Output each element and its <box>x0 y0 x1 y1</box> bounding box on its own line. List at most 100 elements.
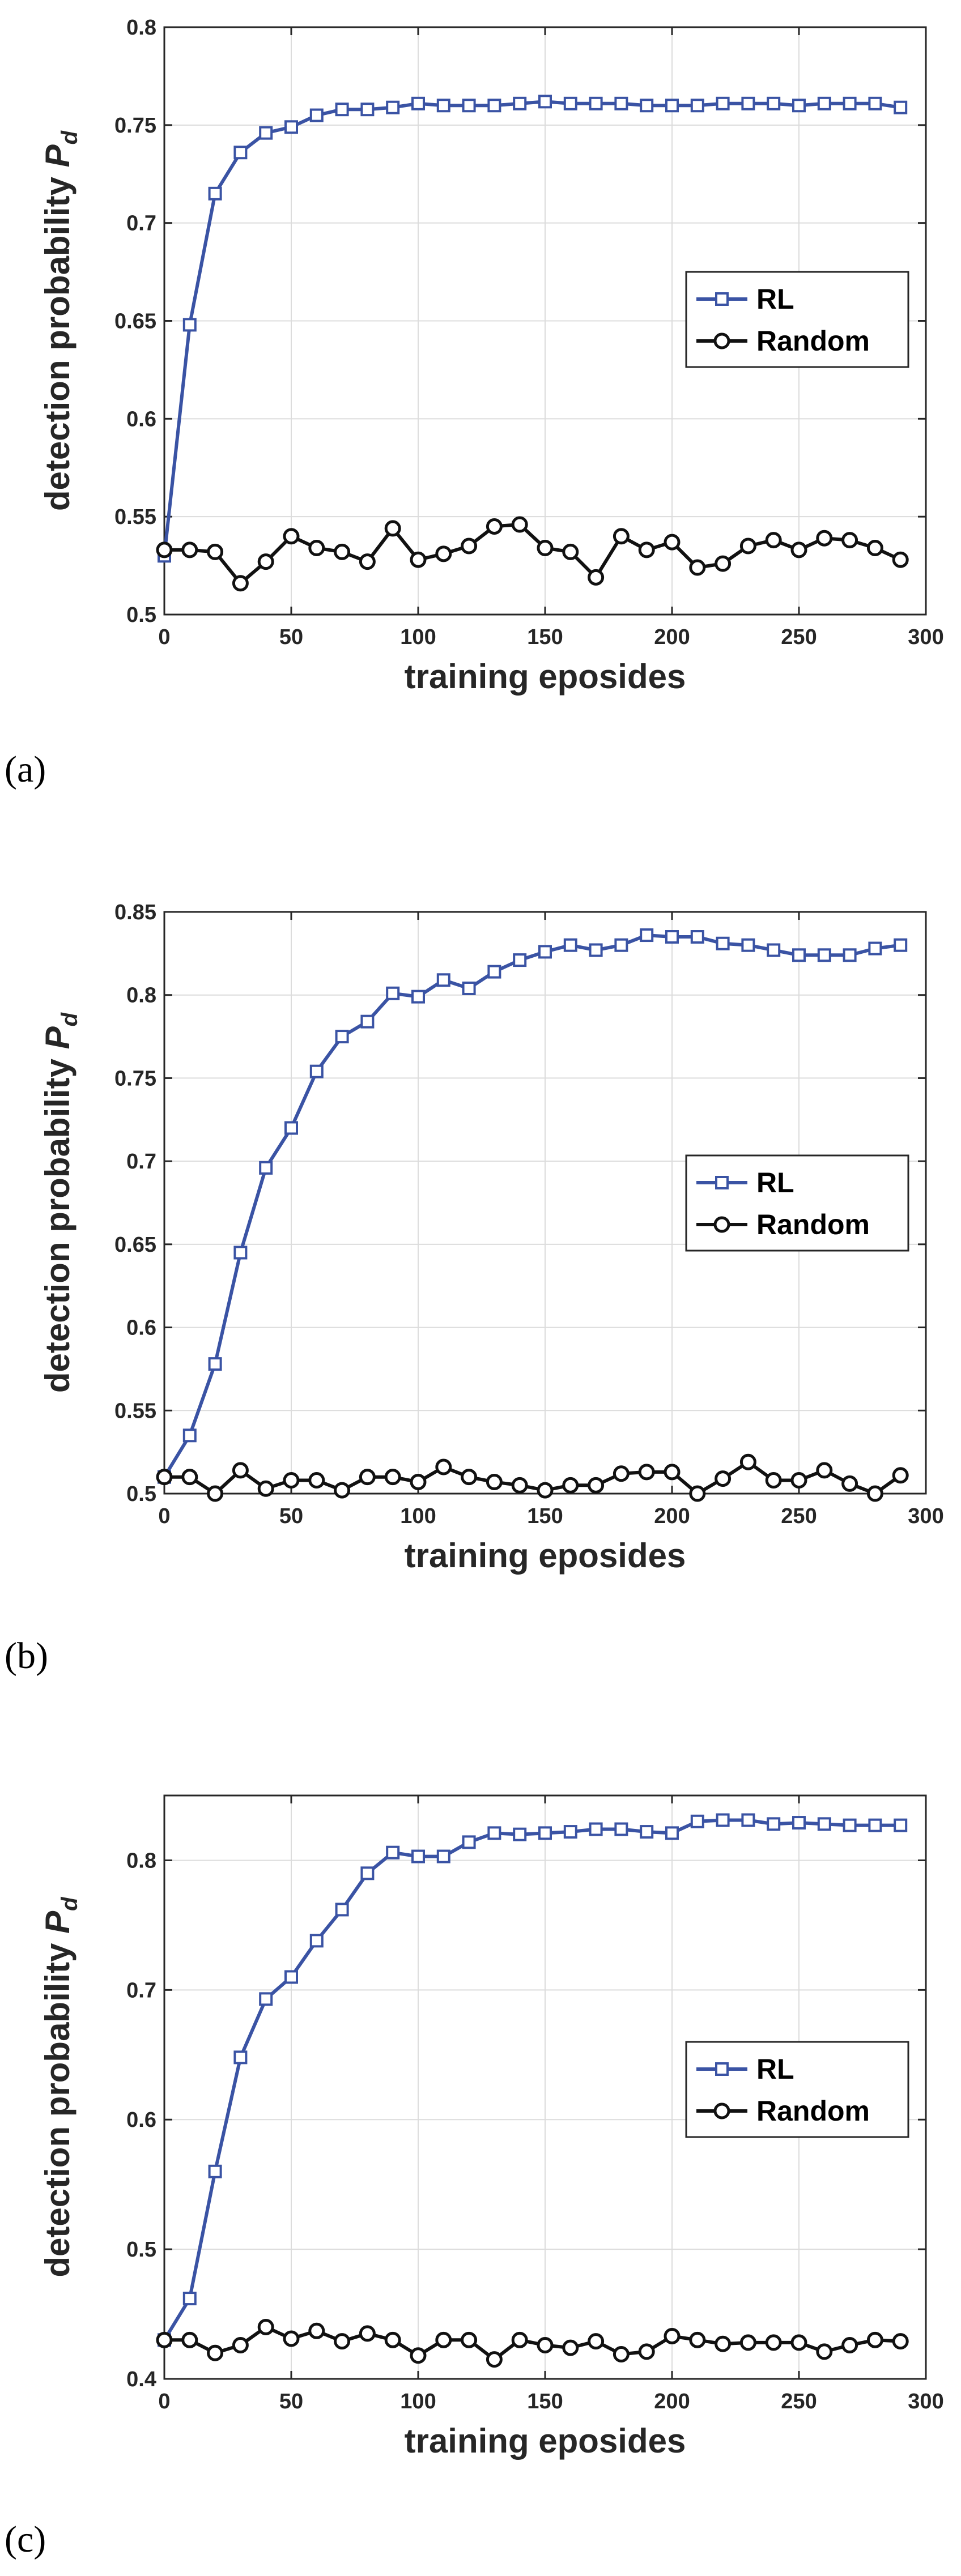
data-point-random <box>156 2331 173 2348</box>
data-point-random <box>359 1469 376 1486</box>
data-point-rl <box>208 1357 222 1371</box>
x-axis-label: training eposides <box>405 1537 686 1575</box>
data-point-rl <box>259 126 273 140</box>
data-point-rl <box>436 99 450 113</box>
y-axis-label-text: detection probability <box>39 167 76 511</box>
data-point-random <box>511 2331 528 2348</box>
data-point-rl <box>868 941 882 956</box>
data-point-random <box>435 1458 452 1475</box>
legend-label-random: Random <box>756 325 870 357</box>
data-point-random <box>181 2331 198 2348</box>
data-point-random <box>435 545 452 562</box>
data-point-random <box>384 1469 401 1486</box>
x-tick-label: 100 <box>400 1504 436 1528</box>
data-point-random <box>588 2333 605 2350</box>
data-point-rl <box>513 1827 527 1841</box>
data-point-rl <box>436 1849 450 1863</box>
data-point-rl <box>690 930 704 944</box>
data-point-random <box>613 2346 630 2363</box>
data-point-rl <box>208 186 222 201</box>
data-point-rl <box>817 1817 831 1831</box>
data-point-rl <box>640 1825 654 1839</box>
y-tick-label: 0.4 <box>126 2368 156 2391</box>
y-tick-label: 0.5 <box>126 603 156 627</box>
x-tick-label: 300 <box>908 1504 943 1528</box>
data-point-random <box>715 1470 732 1487</box>
data-point-random <box>790 2334 807 2351</box>
legend-box <box>685 1154 909 1252</box>
data-point-rl <box>513 953 527 967</box>
data-point-random <box>689 1485 706 1502</box>
data-point-rl <box>792 1816 806 1830</box>
data-point-rl <box>817 948 831 962</box>
y-tick-label: 0.6 <box>126 1316 156 1340</box>
data-point-random <box>537 2336 554 2353</box>
data-point-rl <box>665 99 679 113</box>
y-tick-label: 0.65 <box>114 1233 156 1257</box>
data-point-random <box>232 575 249 592</box>
data-point-random <box>334 2333 351 2350</box>
y-axis-label-subscript: d <box>57 1896 82 1911</box>
x-tick-label: 150 <box>527 625 563 649</box>
y-tick-label: 0.5 <box>126 2238 156 2262</box>
data-point-random <box>739 2334 756 2351</box>
data-point-random <box>156 1469 173 1486</box>
legend-label-random: Random <box>756 1209 870 1240</box>
data-point-rl <box>233 146 248 160</box>
data-point-random <box>283 1472 300 1489</box>
x-tick-label: 0 <box>158 1504 170 1528</box>
data-point-random <box>359 553 376 570</box>
data-point-random <box>816 2343 833 2360</box>
y-axis-label: detection probability Pd <box>39 1896 82 2278</box>
x-tick-label: 150 <box>527 2390 563 2413</box>
legend-marker-rl <box>715 292 729 306</box>
data-point-random <box>562 2339 579 2356</box>
panel-caption: (b) <box>5 1635 48 1677</box>
data-point-rl <box>487 1826 501 1840</box>
data-point-rl <box>741 1813 755 1827</box>
data-point-rl <box>284 1970 298 1984</box>
legend-box <box>685 271 909 368</box>
panel-caption: (c) <box>5 2519 46 2560</box>
x-tick-label: 300 <box>908 625 943 649</box>
data-point-rl <box>386 1845 400 1860</box>
x-tick-label: 0 <box>158 625 170 649</box>
data-point-random <box>588 569 605 586</box>
data-point-random <box>892 551 909 568</box>
y-axis-label-symbol: P <box>39 144 76 167</box>
data-point-rl <box>487 965 501 979</box>
data-point-random <box>790 1472 807 1489</box>
y-axis-label-subscript: d <box>57 1012 82 1026</box>
y-tick-label: 0.6 <box>126 407 156 431</box>
chart-panel-a: 0 50 100 150 200 250 300 0.5 0.55 0.6 0.65 0.7 0.75 0… <box>5 16 944 790</box>
data-point-rl <box>335 103 349 117</box>
data-point-random <box>892 2333 909 2350</box>
data-point-random <box>689 559 706 576</box>
data-point-rl <box>386 100 400 114</box>
data-point-rl <box>868 1818 882 1832</box>
legend-marker-random <box>713 332 730 349</box>
data-point-random <box>613 1465 630 1482</box>
data-point-random <box>207 1485 224 1502</box>
data-point-random <box>283 2330 300 2347</box>
y-axis-label-text: detection probability <box>39 1934 76 2278</box>
x-tick-label: 250 <box>781 1504 817 1528</box>
data-point-rl <box>233 1246 248 1260</box>
y-tick-label: 0.6 <box>126 2108 156 2132</box>
data-point-random <box>816 530 833 547</box>
data-point-random <box>257 553 274 570</box>
data-point-rl <box>792 99 806 113</box>
y-axis-label-symbol: P <box>39 1910 76 1934</box>
data-point-rl <box>309 108 324 122</box>
data-point-random <box>841 1475 858 1492</box>
data-point-random <box>410 1473 427 1490</box>
data-point-rl <box>843 1818 857 1832</box>
data-point-random <box>181 541 198 558</box>
data-point-rl <box>284 1121 298 1135</box>
data-point-rl <box>259 1161 273 1175</box>
data-point-rl <box>487 99 501 113</box>
data-point-random <box>283 528 300 545</box>
data-point-random <box>613 528 630 545</box>
y-axis-label: detection probability Pd <box>39 1012 82 1393</box>
data-point-rl <box>309 1934 324 1948</box>
